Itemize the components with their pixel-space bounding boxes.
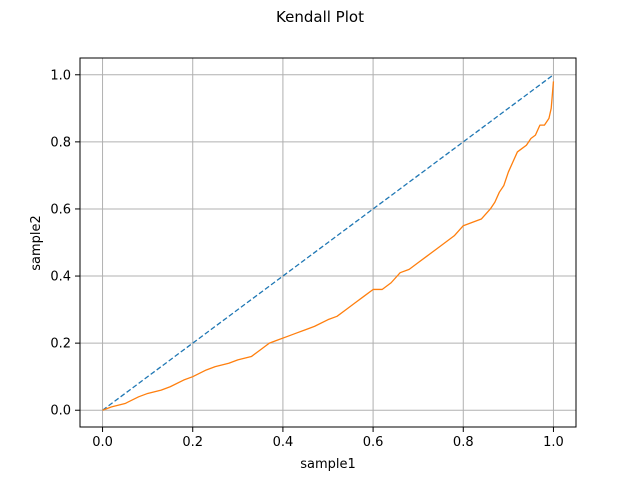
x-tick-label: 1.0 (543, 435, 564, 450)
y-tick-label: 0.6 (50, 202, 71, 217)
x-tick-label: 0.6 (363, 435, 384, 450)
x-tick-label: 0.2 (182, 435, 203, 450)
x-tick-label: 0.0 (92, 435, 113, 450)
y-tick-label: 0.0 (50, 404, 71, 419)
x-axis-label: sample1 (300, 457, 356, 472)
x-tick-label: 0.4 (273, 435, 294, 450)
y-tick-label: 0.4 (50, 270, 71, 285)
kendall-curve-line (102, 81, 555, 411)
plot-area-frame (79, 57, 577, 428)
reference-diagonal-line (102, 74, 554, 411)
axis-ticks: 0.0 0.2 0.4 0.6 0.8 1.0 0.0 0.2 0.4 0.6 0.8 1.0 (50, 68, 563, 450)
y-tick-label: 1.0 (50, 68, 71, 83)
grid-lines (80, 58, 576, 427)
y-tick-label: 0.2 (50, 337, 71, 352)
x-tick-label: 0.8 (453, 435, 474, 450)
y-tick-label: 0.8 (50, 135, 71, 150)
series-layer (102, 74, 555, 411)
y-axis-label: sample2 (29, 215, 44, 271)
chart-title: Kendall Plot (276, 8, 364, 26)
